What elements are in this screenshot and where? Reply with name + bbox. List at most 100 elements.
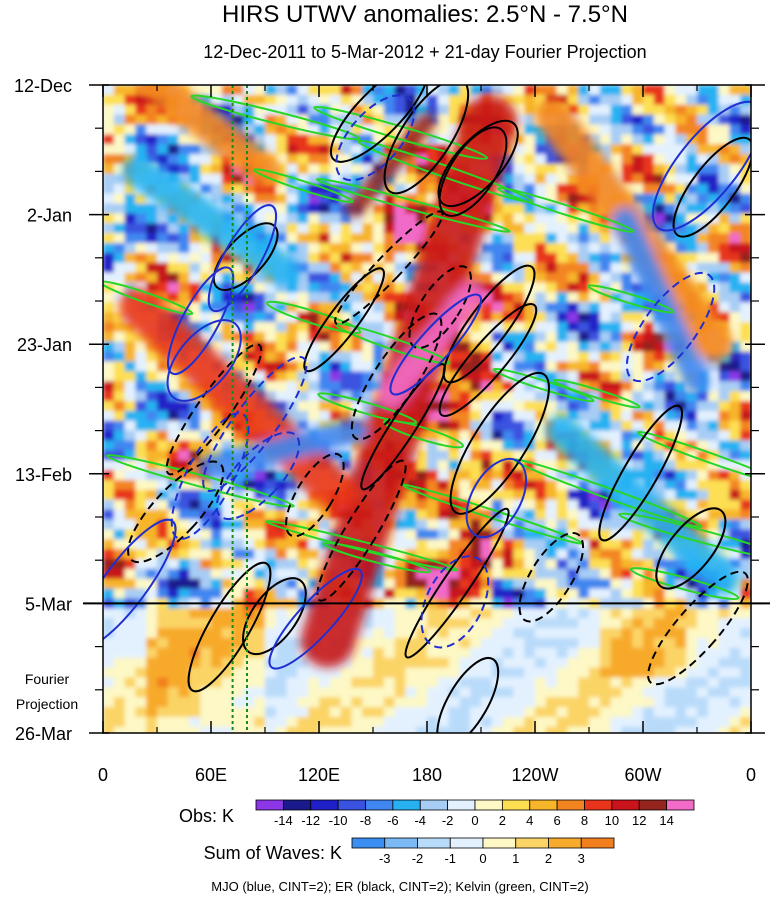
waves-colorbar-tick-label: 0	[479, 851, 486, 866]
wave-contour	[625, 271, 716, 383]
anomaly-band	[612, 208, 710, 394]
obs-colorbar-box	[282, 799, 312, 811]
obs-colorbar-tick-label: 10	[605, 813, 619, 828]
chart-subtitle: 12-Dec-2011 to 5-Mar-2012 + 21-day Fouri…	[203, 42, 646, 62]
wave-contour	[436, 656, 500, 733]
waves-colorbar-box	[482, 837, 517, 849]
obs-colorbar-tick-label: -6	[387, 813, 399, 828]
wave-contour	[285, 452, 345, 538]
obs-colorbar-box	[611, 799, 640, 811]
x-tick-label: 0	[746, 765, 756, 785]
wave-contour	[655, 507, 727, 590]
wave-contour	[252, 168, 354, 204]
wave-contour	[350, 312, 443, 441]
obs-colorbar-box	[365, 799, 394, 811]
obs-colorbar-tick-label: 2	[499, 813, 506, 828]
wave-contour	[636, 430, 751, 484]
wave-contour	[215, 431, 301, 521]
obs-colorbar-tick-label: -2	[442, 813, 454, 828]
anomaly-band	[122, 155, 300, 287]
contour-legend: MJO (blue, CINT=2); ER (black, CINT=2); …	[211, 879, 588, 894]
wave-contour	[265, 520, 459, 572]
obs-colorbar-tick-label: 12	[632, 813, 646, 828]
x-tick-label: 120E	[298, 765, 340, 785]
wave-contour	[383, 85, 470, 195]
wave-contour	[651, 100, 751, 232]
obs-colorbar-box	[638, 799, 668, 811]
wave-contour	[322, 541, 432, 574]
waves-colorbar-box	[351, 837, 386, 849]
obs-colorbar-box	[584, 799, 613, 811]
wave-contour	[329, 85, 429, 163]
obs-colorbar-tick-label: 14	[659, 813, 673, 828]
obs-colorbar-tick-label: -8	[360, 813, 372, 828]
obs-colorbar-tick-label: 8	[581, 813, 588, 828]
wave-contour	[389, 293, 483, 396]
wave-contour	[316, 459, 407, 602]
waves-colorbar-tick-label: -2	[412, 851, 424, 866]
y-tick-label: 5-Mar	[25, 594, 72, 614]
waves-colorbar-box	[515, 837, 549, 849]
obs-colorbar-box	[474, 799, 503, 811]
wave-contour	[105, 453, 295, 508]
wave-contour	[672, 136, 751, 238]
waves-colorbar-box	[384, 837, 418, 849]
wave-contour	[404, 507, 510, 659]
waves-colorbar-box	[548, 837, 582, 849]
projection-label-line2: Projection	[16, 696, 78, 712]
y-tick-label: 2-Jan	[27, 206, 72, 226]
wave-contour	[166, 319, 242, 402]
y-tick-label: 12-Dec	[14, 76, 72, 96]
wave-contour	[647, 570, 749, 686]
obs-colorbar-box	[255, 799, 284, 811]
wave-contour	[382, 419, 465, 449]
wave-contour	[127, 460, 225, 564]
wave-contour	[518, 531, 585, 623]
obs-colorbar-tick-label: 4	[526, 813, 533, 828]
obs-colorbar-label: Obs: K	[179, 806, 234, 826]
anomaly-band	[346, 113, 436, 218]
anomaly-band	[198, 418, 368, 481]
wave-contour	[438, 126, 508, 217]
x-axis: 0 60E 120E 180 120W 60W 0	[98, 85, 756, 785]
wave-contour	[442, 264, 536, 384]
x-tick-label: 120W	[511, 765, 558, 785]
waves-colorbar: Sum of Waves: K -3 -2 -1 0 1 2 3	[204, 837, 615, 866]
wave-contour	[202, 355, 308, 492]
obs-colorbar: Obs: K -14 -12 -10 -8 -6 -4 -2 0 2 4 6 8 10 12 14	[179, 799, 695, 828]
anomaly-band	[119, 287, 357, 513]
projection-label-line1: Fourier	[25, 671, 70, 687]
wave-contour	[629, 567, 740, 601]
waves-colorbar-boxes	[351, 837, 615, 849]
wave-contour	[587, 284, 675, 314]
waves-colorbar-label: Sum of Waves: K	[204, 843, 342, 863]
x-tick-label: 180	[412, 765, 442, 785]
waves-colorbar-box	[580, 837, 615, 849]
anomaly-band	[376, 280, 487, 408]
waves-colorbar-tick-label: 3	[578, 851, 585, 866]
x-tick-label: 60E	[195, 765, 227, 785]
obs-colorbar-tick-label: 0	[471, 813, 478, 828]
wave-contour	[103, 280, 194, 316]
obs-colorbar-box	[337, 799, 366, 811]
wave-contour	[420, 555, 490, 649]
waves-colorbar-tick-label: -3	[379, 851, 391, 866]
waves-colorbar-box	[449, 837, 484, 849]
wave-contour	[268, 567, 363, 670]
wave-contour	[265, 300, 362, 335]
obs-colorbar-box	[392, 799, 421, 811]
obs-colorbar-ticks: -14 -12 -10 -8 -6 -4 -2 0 2 4 6 8 10 12 14	[274, 813, 674, 828]
wave-contour	[496, 186, 635, 233]
obs-colorbar-box	[447, 799, 476, 811]
waves-colorbar-box	[417, 837, 451, 849]
waves-colorbar-tick-label: 1	[512, 851, 519, 866]
wave-contour	[449, 371, 550, 515]
obs-colorbar-tick-label: 6	[554, 813, 561, 828]
y-axis: 12-Dec 2-Jan 23-Jan 13-Feb 5-Mar 26-Mar	[14, 76, 765, 744]
y-tick-label: 26-Mar	[15, 724, 72, 744]
wave-contour	[167, 266, 235, 376]
waves-colorbar-tick-label: 2	[545, 851, 552, 866]
anomaly-bands	[119, 85, 741, 668]
wave-contours	[103, 85, 751, 733]
